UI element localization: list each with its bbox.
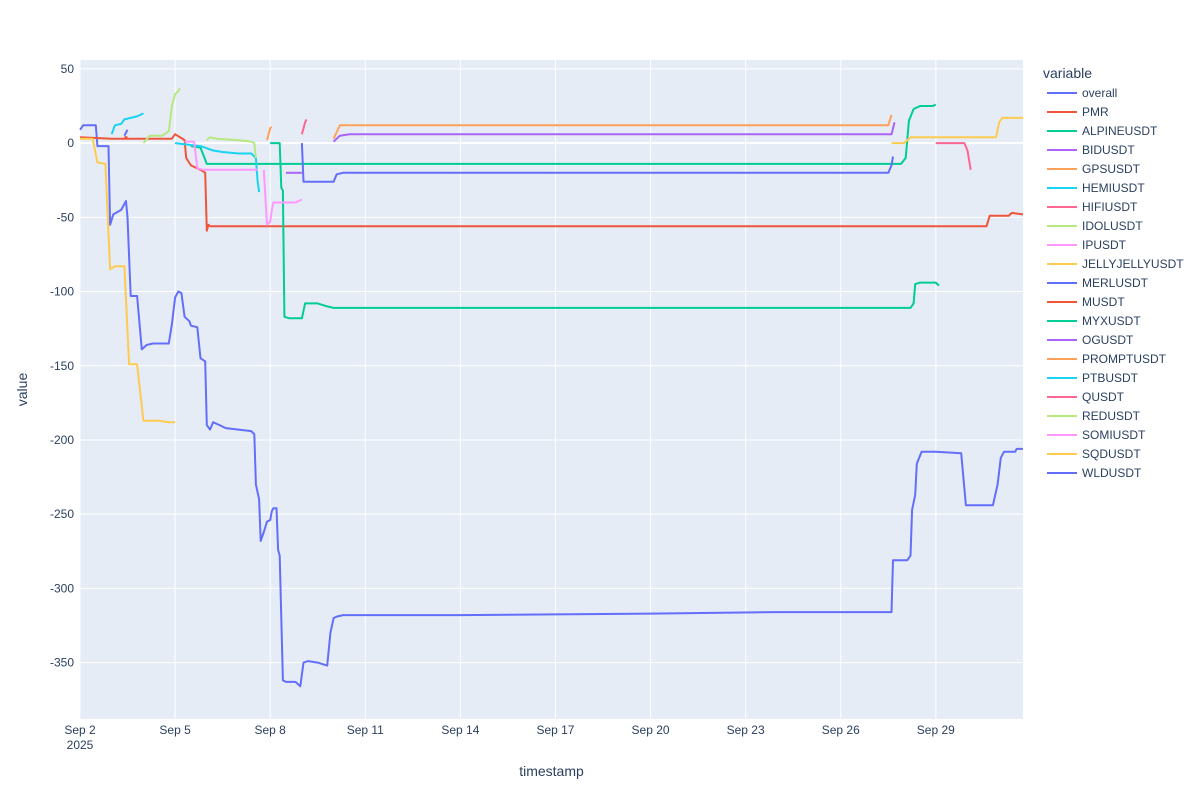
y-tick-label: 50 [61, 62, 75, 76]
legend-item-jellyjellyusdt[interactable]: JELLYJELLYUSDT [1047, 257, 1184, 271]
x-tick-label: Sep 2 [64, 723, 96, 737]
series-line-idolusdt[interactable] [142, 87, 181, 144]
legend-item-ptbusdt[interactable]: PTBUSDT [1047, 371, 1139, 385]
legend-item-qusdt[interactable]: QUSDT [1047, 390, 1125, 404]
series-line-somiusdt[interactable] [184, 140, 258, 171]
legend-item-hifiusdt[interactable]: HIFIUSDT [1047, 200, 1138, 214]
legend-item-musdt[interactable]: MUSDT [1047, 295, 1125, 309]
y-axis-title: value [14, 373, 30, 407]
legend-label: HIFIUSDT [1082, 200, 1138, 214]
legend-label: MERLUSDT [1082, 276, 1149, 290]
legend-item-ogusdt[interactable]: OGUSDT [1047, 333, 1134, 347]
x-tick-label: Sep 26 [822, 723, 860, 737]
series-line-ipusdt[interactable] [262, 169, 303, 226]
grid-lines [79, 60, 1023, 719]
legend-item-redusdt[interactable]: REDUSDT [1047, 409, 1141, 423]
series-line-myxusdt[interactable] [190, 103, 937, 165]
legend-label: IDOLUSDT [1082, 219, 1143, 233]
x-tick-label: Sep 17 [536, 723, 574, 737]
series-line-promptusdt[interactable] [332, 114, 893, 140]
y-tick-label: -50 [57, 210, 75, 224]
legend-item-merlusdt[interactable]: MERLUSDT [1047, 276, 1149, 290]
x-tick-label: Sep 5 [159, 723, 191, 737]
y-tick-label: 0 [67, 136, 74, 150]
legend-label: GPSUSDT [1082, 162, 1141, 176]
legend-label: REDUSDT [1082, 409, 1141, 423]
y-tick-label: -250 [50, 507, 74, 521]
legend-label: IPUSDT [1082, 238, 1127, 252]
x-tick-sublabel: 2025 [67, 738, 94, 752]
legend-item-sqdusdt[interactable]: SQDUSDT [1047, 447, 1141, 461]
legend-label: PTBUSDT [1082, 371, 1139, 385]
legend-item-gpsusdt[interactable]: GPSUSDT [1047, 162, 1141, 176]
legend-item-overall[interactable]: overall [1047, 86, 1117, 100]
series-line-gpsusdt[interactable] [266, 126, 273, 141]
y-tick-label: -100 [50, 285, 74, 299]
legend-item-hemiusdt[interactable]: HEMIUSDT [1047, 181, 1145, 195]
legend-item-ipusdt[interactable]: IPUSDT [1047, 238, 1127, 252]
legend-label: ALPINEUSDT [1082, 124, 1158, 138]
legend-item-somiusdt[interactable]: SOMIUSDT [1047, 428, 1146, 442]
legend-label: OGUSDT [1082, 333, 1134, 347]
legend-item-promptusdt[interactable]: PROMPTUSDT [1047, 352, 1167, 366]
x-tick-label: Sep 14 [441, 723, 479, 737]
series-line-alpineusdt[interactable] [270, 142, 940, 320]
legend-label: SQDUSDT [1082, 447, 1141, 461]
series-line-bidusdt[interactable] [332, 122, 896, 143]
x-axis-title: timestamp [519, 763, 584, 779]
plot-area[interactable] [80, 60, 1023, 719]
legend-label: QUSDT [1082, 390, 1125, 404]
series-line-overall[interactable] [79, 124, 1023, 688]
series-line-sqdusdt[interactable] [891, 116, 1024, 145]
series-line-redusdt[interactable] [206, 136, 257, 159]
legend-label: WLDUSDT [1082, 466, 1142, 480]
y-tick-label: -150 [50, 359, 74, 373]
legend-label: HEMIUSDT [1082, 181, 1145, 195]
legend-title: variable [1043, 65, 1092, 81]
x-tick-label: Sep 29 [917, 723, 955, 737]
x-tick-label: Sep 11 [347, 723, 384, 737]
series-line-hifiusdt[interactable] [300, 118, 308, 135]
legend-label: MYXUSDT [1082, 314, 1141, 328]
x-tick-label: Sep 20 [632, 723, 670, 737]
legend-item-pmr[interactable]: PMR [1047, 105, 1109, 119]
series-line-wldusdt[interactable] [300, 143, 894, 183]
series-line-hemiusdt[interactable] [110, 112, 144, 135]
legend-label: PMR [1082, 105, 1109, 119]
legend-item-idolusdt[interactable]: IDOLUSDT [1047, 219, 1143, 233]
x-tick-label: Sep 8 [255, 723, 287, 737]
series-lines[interactable] [79, 87, 1024, 688]
legend-label: SOMIUSDT [1082, 428, 1146, 442]
y-tick-label: -200 [50, 433, 74, 447]
x-tick-label: Sep 23 [727, 723, 765, 737]
legend-label: overall [1082, 86, 1117, 100]
series-line-ptbusdt[interactable] [174, 142, 261, 193]
legend-item-alpineusdt[interactable]: ALPINEUSDT [1047, 124, 1158, 138]
legend-item-bidusdt[interactable]: BIDUSDT [1047, 143, 1135, 157]
legend-item-wldusdt[interactable]: WLDUSDT [1047, 466, 1142, 480]
series-line-qusdt[interactable] [935, 142, 972, 170]
series-line-pmr[interactable] [79, 133, 1024, 232]
series-line-jellyjellyusdt[interactable] [80, 137, 176, 424]
legend-label: BIDUSDT [1082, 143, 1135, 157]
legend-item-myxusdt[interactable]: MYXUSDT [1047, 314, 1141, 328]
legend[interactable]: variable overall PMR ALPINEUSDT BIDUSDT GPSU… [1043, 65, 1184, 480]
legend-label: PROMPTUSDT [1082, 352, 1167, 366]
legend-label: JELLYJELLYUSDT [1082, 257, 1184, 271]
series-line-merlusdt[interactable] [123, 129, 129, 137]
legend-label: MUSDT [1082, 295, 1125, 309]
y-tick-label: -300 [50, 581, 74, 595]
y-tick-label: -350 [50, 656, 74, 670]
